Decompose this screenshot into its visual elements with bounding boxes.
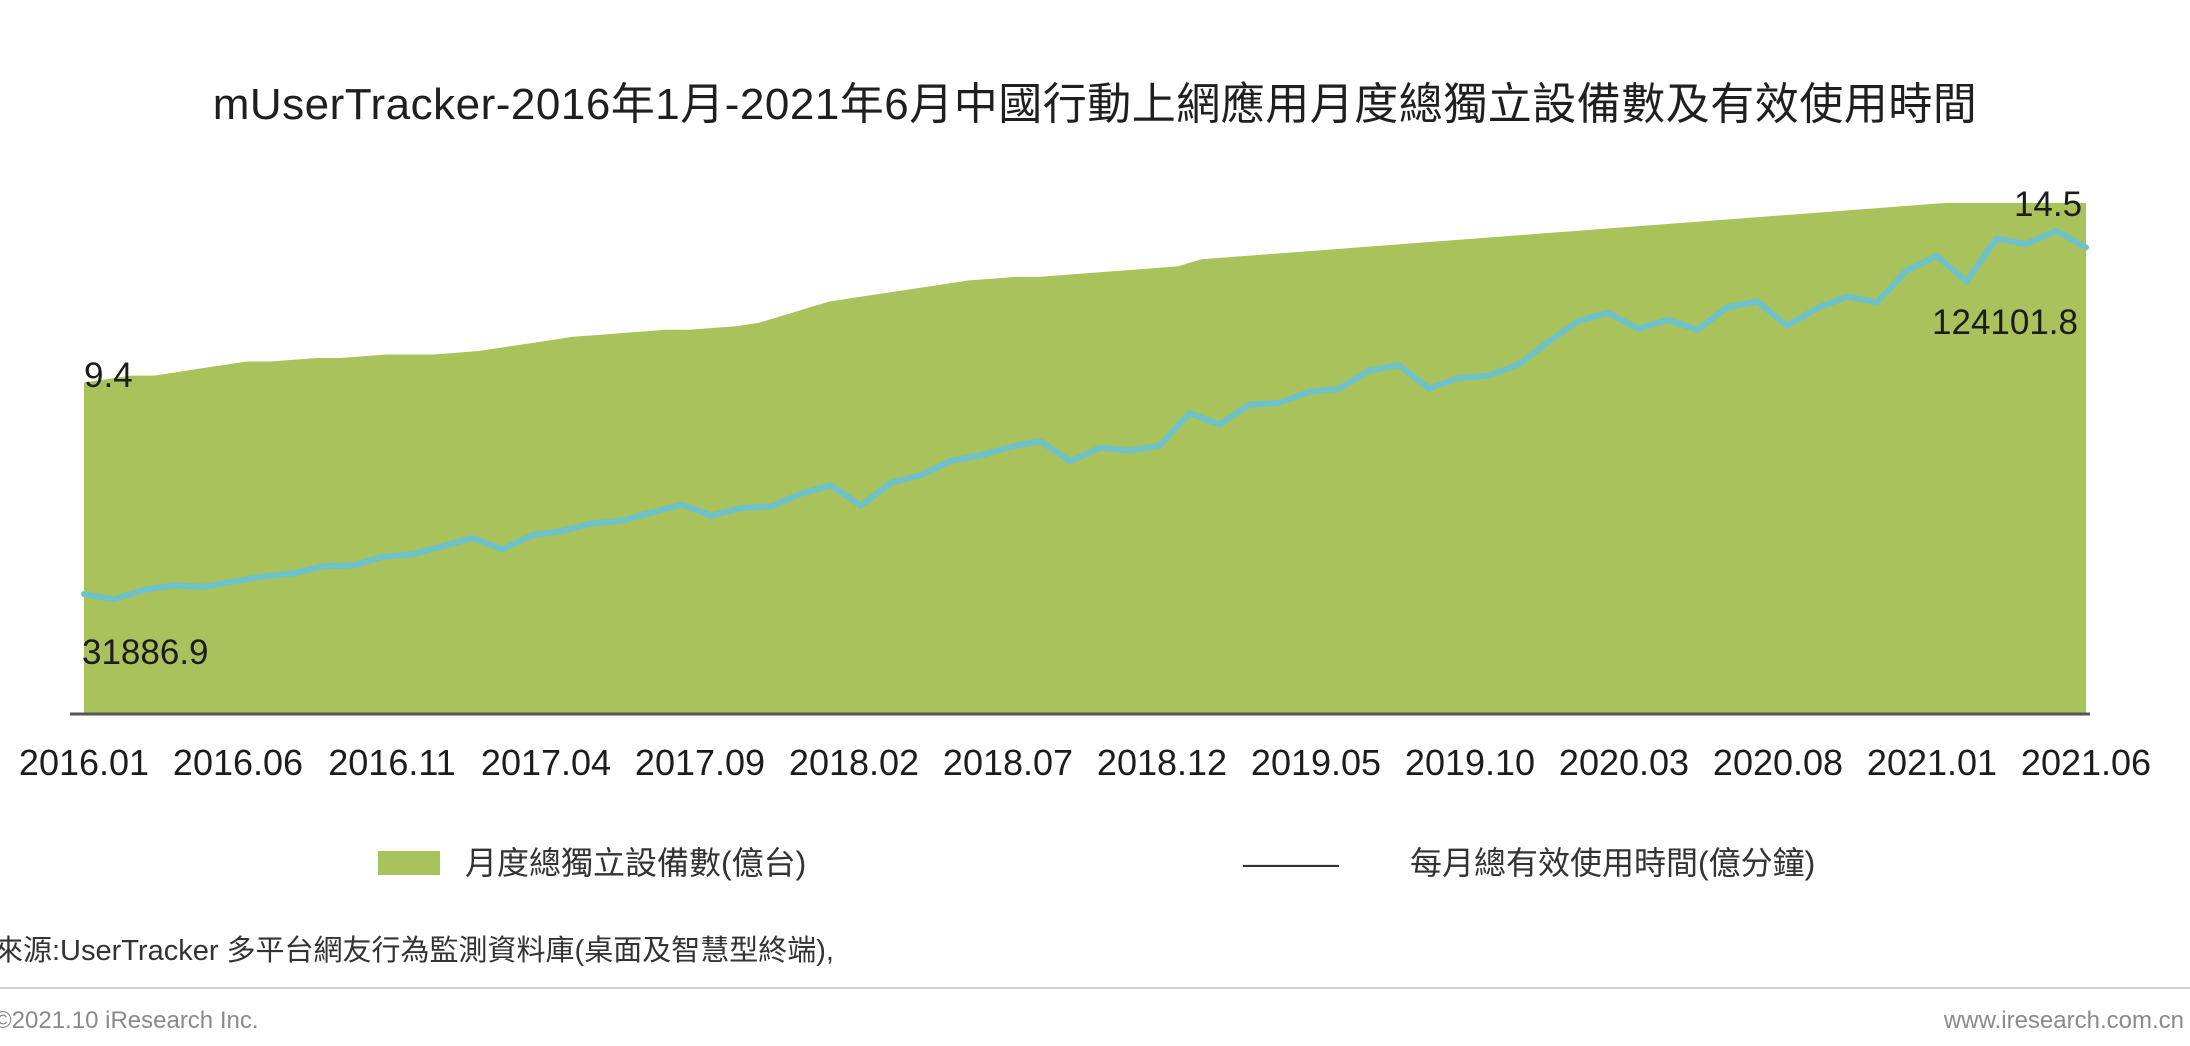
- time-line-layer: [81, 227, 2089, 603]
- x-tick-label: 2020.03: [1559, 742, 1689, 783]
- legend-swatch-devices: [378, 851, 440, 875]
- legend-label-time: 每月總有效使用時間(億分鐘): [1410, 845, 1815, 881]
- label-devices-end: 14.5: [2014, 185, 2082, 224]
- x-tick-label: 2018.12: [1097, 742, 1227, 783]
- x-tick-label: 2019.10: [1405, 742, 1535, 783]
- x-tick-label: 2016.01: [19, 742, 149, 783]
- devices-area-layer: [84, 202, 2086, 714]
- label-time-end: 124101.8: [1932, 303, 2078, 342]
- footer-website: www.iresearch.com.cn: [1943, 1007, 2184, 1034]
- x-tick-label: 2018.07: [943, 742, 1073, 783]
- x-tick-labels: 2016.01 2016.06 2016.11 2017.04 2017.09 2018.…: [19, 742, 2151, 783]
- legend-label-devices: 月度總獨立設備數(億台): [465, 845, 806, 881]
- devices-area: [84, 202, 2086, 714]
- chart-title: mUserTracker-2016年1月-2021年6月中國行動上網應用月度總獨…: [212, 80, 1978, 129]
- label-time-start: 31886.9: [82, 633, 209, 672]
- source-note: 來源:UserTracker 多平台網友行為監測資料庫(桌面及智慧型終端),: [0, 934, 834, 967]
- x-tick-label: 2018.02: [789, 742, 919, 783]
- x-tick-label: 2016.06: [173, 742, 303, 783]
- x-tick-label: 2016.11: [328, 742, 455, 783]
- x-tick-label: 2020.08: [1713, 742, 1843, 783]
- time-line: [81, 227, 2089, 603]
- legend: 月度總獨立設備數(億台) ——— 每月總有效使用時間(億分鐘): [378, 845, 1815, 881]
- label-devices-start: 9.4: [84, 356, 133, 395]
- x-tick-label: 2017.04: [481, 742, 611, 783]
- x-tick-label: 2019.05: [1251, 742, 1381, 783]
- x-tick-label: 2021.06: [2021, 742, 2151, 783]
- x-tick-label: 2021.01: [1867, 742, 1997, 783]
- legend-dash-time: ———: [1243, 845, 1339, 881]
- footer-copyright: ©2021.10 iResearch Inc.: [0, 1007, 259, 1034]
- x-tick-label: 2017.09: [635, 742, 765, 783]
